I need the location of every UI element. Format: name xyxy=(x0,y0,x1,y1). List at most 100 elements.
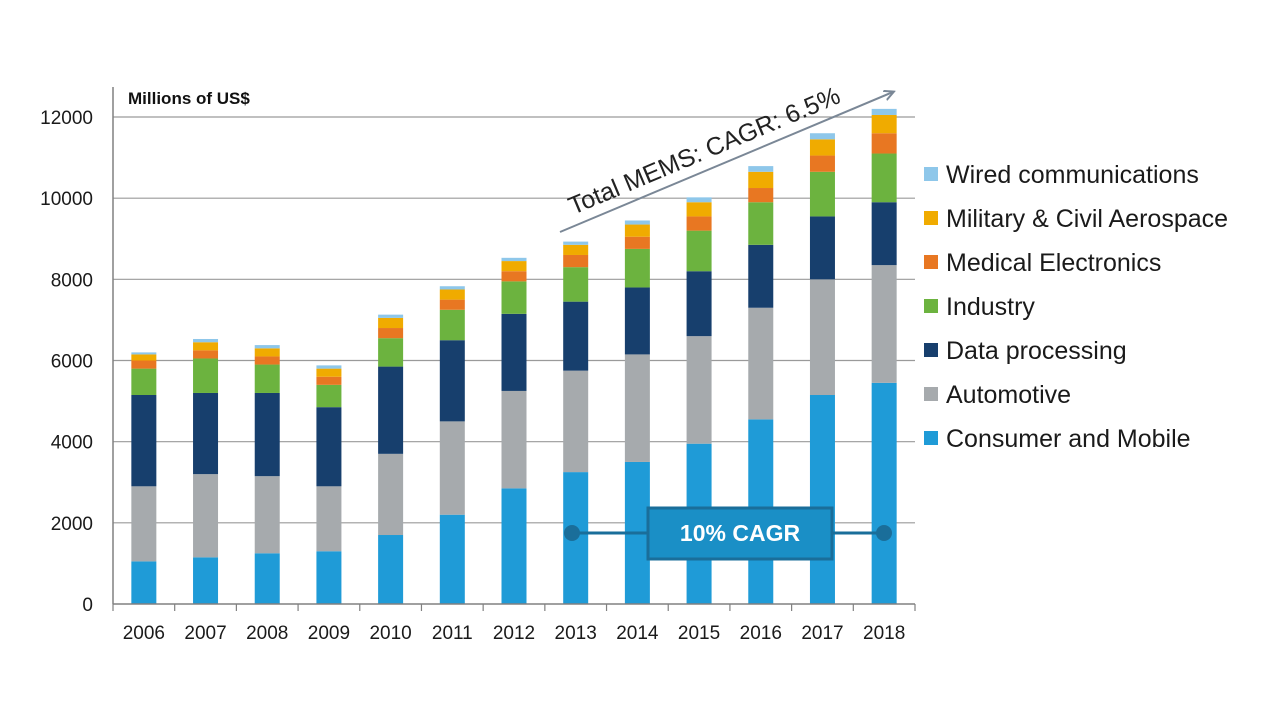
bar-segment xyxy=(501,281,527,314)
y-tick-label: 2000 xyxy=(51,514,93,535)
y-tick-label: 8000 xyxy=(51,270,93,291)
bar-segment xyxy=(316,486,342,552)
x-tick-label: 2018 xyxy=(863,623,905,644)
bar-segment xyxy=(686,336,712,444)
bar-segment xyxy=(563,241,589,245)
legend-item: Automotive xyxy=(924,381,1071,409)
bar-stack-2007 xyxy=(193,338,219,604)
cagr-badge xyxy=(646,506,834,561)
bar-segment xyxy=(624,354,650,462)
legend-swatch xyxy=(924,255,938,269)
bar-segment xyxy=(686,271,712,337)
bar-stack-2018 xyxy=(871,108,897,604)
x-tick-label: 2011 xyxy=(432,623,473,644)
bar-segment xyxy=(501,271,527,282)
y-tick-label: 4000 xyxy=(51,433,93,454)
bar-segment xyxy=(193,350,219,359)
y-tick-label: 10000 xyxy=(40,189,93,210)
legend-swatch xyxy=(924,387,938,401)
bar-segment xyxy=(193,474,219,558)
x-tick-label: 2008 xyxy=(246,623,288,644)
legend-label: Consumer and Mobile xyxy=(946,425,1191,453)
legend-label: Medical Electronics xyxy=(946,249,1161,277)
bar-segment xyxy=(254,348,280,357)
bar-segment xyxy=(809,216,835,280)
legend-item: Medical Electronics xyxy=(924,249,1161,277)
bar-segment xyxy=(439,289,465,300)
bar-stack-2011 xyxy=(439,286,465,604)
bar-segment xyxy=(809,155,835,172)
x-tick-label: 2012 xyxy=(493,623,535,644)
bar-segment xyxy=(378,366,404,454)
bar-segment xyxy=(131,561,157,604)
legend-swatch xyxy=(924,299,938,313)
bar-segment xyxy=(871,202,897,266)
bar-segment xyxy=(748,202,774,245)
legend-item: Wired communications xyxy=(924,161,1199,189)
bar-segment xyxy=(378,317,404,329)
bar-segment xyxy=(254,392,280,477)
x-tick-label: 2006 xyxy=(123,623,165,644)
bar-segment xyxy=(439,286,465,290)
bar-segment xyxy=(624,236,650,249)
bar-segment xyxy=(748,244,774,308)
bar-segment xyxy=(316,551,342,604)
bar-segment xyxy=(316,365,342,369)
bar-stack-2010 xyxy=(378,314,404,604)
bar-segment xyxy=(686,202,712,217)
bar-segment xyxy=(193,557,219,604)
bar-stack-2009 xyxy=(316,365,342,604)
bar-segment xyxy=(624,220,650,225)
bar-segment xyxy=(316,376,342,385)
trend-arrow xyxy=(559,92,893,233)
bar-segment xyxy=(501,488,527,604)
bar-segment xyxy=(131,360,157,369)
bar-segment xyxy=(809,139,835,156)
legend-item: Military & Civil Aerospace xyxy=(924,205,1228,233)
bar-segment xyxy=(809,171,835,217)
bar-segment xyxy=(316,407,342,487)
bar-stack-2008 xyxy=(254,345,280,604)
bar-segment xyxy=(624,287,650,355)
legend-item: Data processing xyxy=(924,337,1127,365)
bar-segment xyxy=(131,394,157,487)
legend-item: Consumer and Mobile xyxy=(924,425,1191,453)
legend-label: Wired communications xyxy=(946,161,1199,189)
bar-segment xyxy=(316,368,342,377)
axes xyxy=(112,87,915,605)
cagr-annotation: 10% CAGR xyxy=(564,506,892,561)
x-tick-label: 2015 xyxy=(678,623,720,644)
bar-stack-2017 xyxy=(809,133,835,604)
bar-segment xyxy=(316,384,342,408)
trend-annotation: Total MEMS: CAGR: 6.5% xyxy=(559,82,893,233)
bar-segment xyxy=(378,535,404,604)
x-tick-label: 2013 xyxy=(555,623,597,644)
bar-segment xyxy=(131,354,157,361)
bar-segment xyxy=(871,153,897,203)
bar-segment xyxy=(871,108,897,115)
legend-swatch xyxy=(924,211,938,225)
bar-segment xyxy=(809,279,835,395)
y-tick-labels: 0 2000 4000 6000 8000 10000 12000 xyxy=(40,108,93,616)
bar-segment xyxy=(686,197,712,203)
unit-label: Millions of US$ xyxy=(128,89,250,108)
bar-segment xyxy=(193,338,219,343)
bar-segment xyxy=(501,257,527,262)
bar-segment xyxy=(378,314,404,318)
bar-segment xyxy=(131,368,157,395)
legend-item: Industry xyxy=(924,293,1035,321)
legend-swatch xyxy=(924,343,938,357)
bar-stack-2006 xyxy=(131,352,157,604)
legend-swatch xyxy=(924,431,938,445)
bar-stack-2015 xyxy=(686,197,712,604)
y-tick-label: 0 xyxy=(82,595,93,616)
bar-segment xyxy=(563,267,589,302)
bar-segment xyxy=(378,338,404,367)
bar-segment xyxy=(748,307,774,420)
bar-segment xyxy=(748,171,774,189)
legend-label: Automotive xyxy=(946,381,1071,409)
bar-stack-2012 xyxy=(501,257,527,604)
x-tick-label: 2017 xyxy=(801,623,843,644)
bar-segment xyxy=(193,392,219,475)
x-tick-labels: 2006 2007 2008 2009 2010 2011 2012 2013 2014 2015… xyxy=(112,604,916,644)
